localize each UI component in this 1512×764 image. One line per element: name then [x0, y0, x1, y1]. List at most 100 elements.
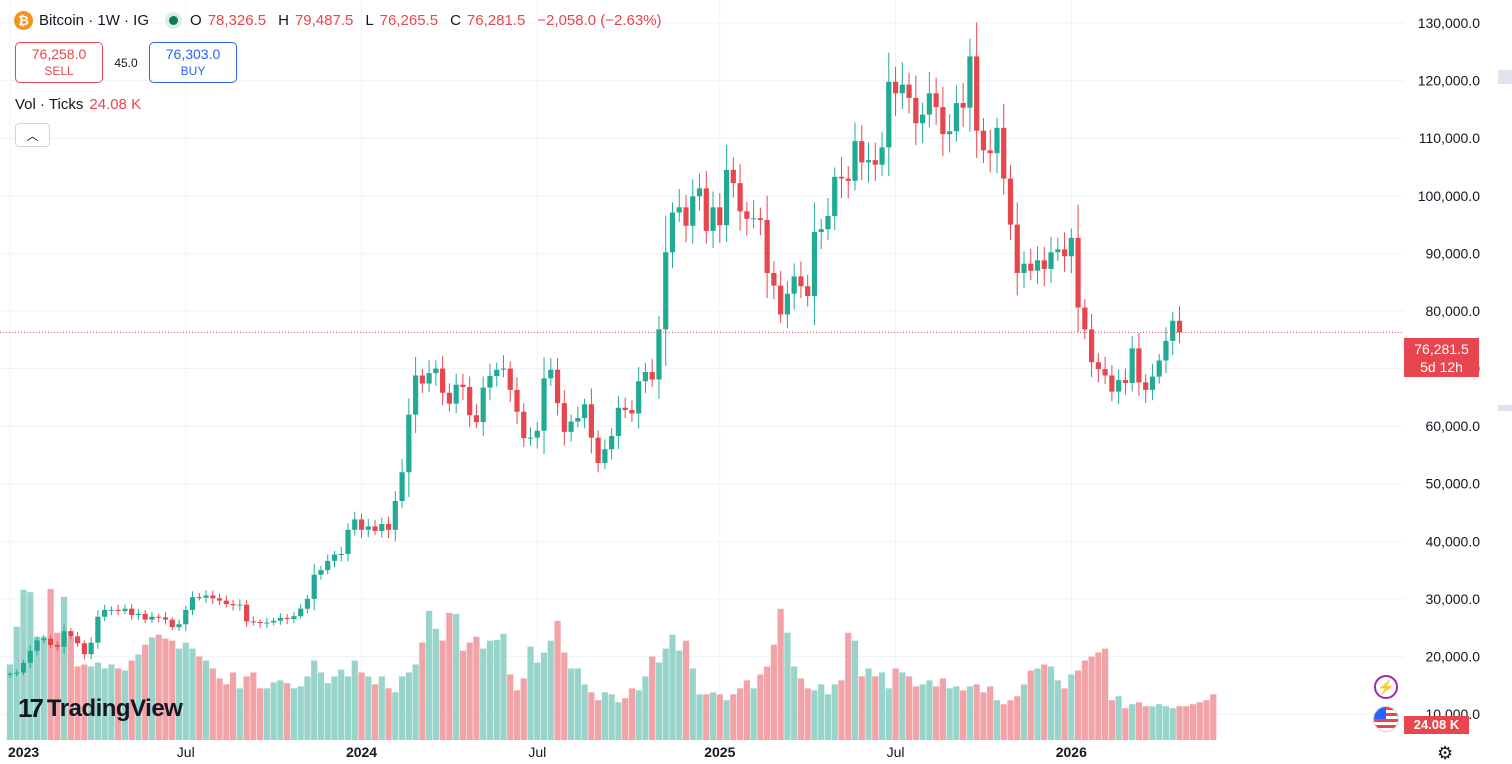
volume-bar	[1095, 652, 1102, 740]
collapse-legend-button[interactable]: ︿	[15, 123, 50, 147]
volume-bar	[703, 694, 710, 740]
volume-bar	[1162, 706, 1170, 740]
candle-body	[1028, 263, 1034, 271]
last-price-tag: 76,281.5 5d 12h	[1404, 338, 1479, 377]
volume-bar	[270, 682, 277, 740]
gear-icon[interactable]: ⚙	[1437, 743, 1454, 763]
candle-body	[27, 650, 33, 663]
price-tick-label: 30,000.0	[1426, 591, 1481, 607]
candle-body	[1034, 260, 1041, 271]
volume-bar	[182, 642, 189, 740]
candle-body	[642, 372, 649, 382]
candle-body	[595, 437, 601, 464]
price-tick-label: 90,000.0	[1426, 245, 1481, 261]
volume-bars	[6, 588, 1217, 740]
candle-body	[879, 147, 885, 165]
volume-bar	[1088, 656, 1095, 740]
candle-body	[41, 638, 47, 641]
candle-body	[872, 160, 878, 165]
price-tick-label: 80,000.0	[1426, 303, 1481, 319]
volume-bar	[1081, 660, 1088, 740]
volume-bar	[811, 690, 818, 740]
symbol-title[interactable]: Bitcoin · 1W · IG	[39, 12, 150, 29]
candle-body	[1021, 263, 1027, 273]
candle-body	[399, 472, 405, 502]
volume-bar	[1020, 684, 1028, 740]
volume-bar	[716, 694, 723, 740]
volume-bar	[676, 650, 683, 740]
volume-bar	[696, 694, 703, 740]
candle-body	[744, 211, 750, 219]
candle-body	[771, 272, 777, 286]
volume-bar	[601, 692, 608, 740]
volume-bar	[236, 688, 243, 740]
candle-body	[291, 616, 297, 620]
volume-bar	[797, 678, 805, 740]
market-status-icon[interactable]	[169, 16, 179, 25]
candle-body	[582, 404, 588, 419]
candle-body	[967, 56, 973, 108]
candle-body	[690, 196, 696, 226]
candle-body	[392, 501, 398, 530]
candle-body	[514, 389, 520, 412]
volume-bar	[912, 686, 919, 740]
volume-bar	[980, 692, 987, 740]
volume-bar	[1115, 696, 1122, 740]
candle-body	[81, 643, 87, 655]
candle-body	[798, 276, 804, 287]
volume-bar	[588, 692, 595, 740]
candle-body	[331, 554, 338, 561]
volume-bar	[1054, 680, 1061, 740]
close-label: C	[450, 12, 461, 29]
volume-bar	[554, 620, 561, 740]
volume-legend-label: Vol · Ticks	[15, 96, 84, 113]
volume-bar	[277, 680, 284, 740]
volume-legend[interactable]: Vol · Ticks 24.08 K	[15, 96, 141, 113]
candle-body	[1149, 376, 1156, 390]
volume-bar	[784, 632, 791, 740]
volume-bar	[804, 688, 811, 740]
volume-bar	[229, 672, 237, 740]
volume-bar	[1061, 688, 1068, 740]
volume-bar	[446, 612, 453, 740]
volume-bar	[933, 686, 940, 740]
volume-bar	[872, 676, 879, 740]
candle-body	[189, 597, 196, 610]
volume-bar	[757, 674, 764, 740]
lightning-icon[interactable]: ⚡	[1374, 675, 1398, 699]
candle-body	[176, 624, 182, 628]
volume-bar	[1041, 664, 1048, 740]
scrollbar-handle-lower[interactable]	[1498, 405, 1512, 411]
buy-button[interactable]: 76,303.0 BUY	[149, 42, 237, 83]
candle-body	[811, 232, 818, 296]
candle-body	[568, 421, 574, 432]
volume-bar	[108, 664, 115, 740]
volume-bar	[155, 634, 162, 740]
scrollbar-handle[interactable]	[1498, 70, 1512, 84]
tradingview-logo[interactable]: 17 TradingView	[18, 693, 183, 724]
volume-bar	[770, 644, 777, 740]
volume-bar	[250, 672, 257, 740]
volume-bar	[899, 672, 906, 740]
candle-body	[1122, 380, 1128, 383]
candle-body	[892, 81, 899, 94]
volume-bar	[40, 636, 47, 740]
sell-price: 76,258.0	[31, 46, 87, 62]
price-candles	[7, 22, 1183, 679]
candle-body	[271, 620, 277, 623]
candle-body	[250, 621, 256, 623]
volume-bar	[257, 688, 264, 740]
candle-body	[757, 218, 763, 220]
low-value: 76,265.5	[379, 12, 439, 29]
volume-bar	[1047, 666, 1055, 740]
volume-bar	[1007, 700, 1014, 740]
candle-body	[629, 410, 635, 414]
sell-button[interactable]: 76,258.0 SELL	[15, 42, 103, 83]
us-flag-icon[interactable]	[1373, 706, 1399, 732]
candle-body	[838, 176, 845, 179]
volume-bar	[101, 668, 108, 740]
volume-bar	[392, 692, 399, 740]
open-value: 78,326.5	[207, 12, 267, 29]
time-tick-label: Jul	[177, 744, 195, 760]
